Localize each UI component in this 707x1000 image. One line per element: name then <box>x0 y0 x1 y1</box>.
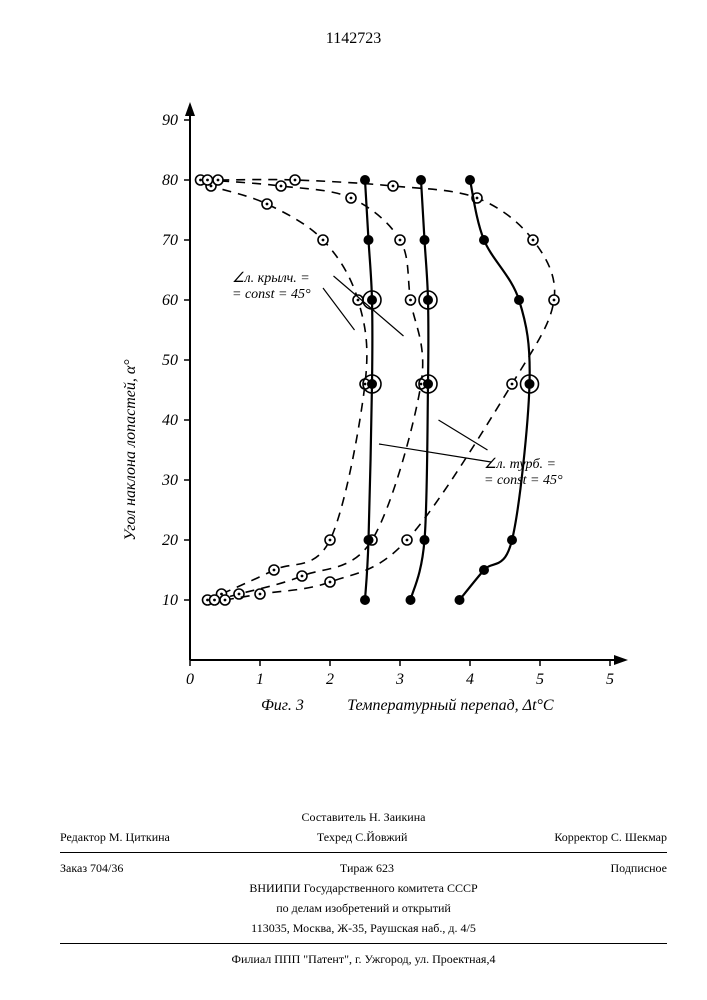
divider <box>60 852 667 853</box>
svg-text:4: 4 <box>466 671 474 688</box>
chart: 10 20 30 40 50 60 70 80 90 0 1 2 3 4 5 5 Угол наклона ло… <box>80 100 640 800</box>
corrector: Корректор С. Шекмар <box>554 828 667 846</box>
page-number: 1142723 <box>0 30 707 48</box>
svg-text:5: 5 <box>536 671 544 688</box>
svg-text:1: 1 <box>256 671 264 688</box>
svg-text:0: 0 <box>186 671 194 688</box>
compiler: Составитель Н. Заикина <box>60 808 667 826</box>
editor: Редактор М. Циткина <box>60 828 170 846</box>
org-line-1: ВНИИПИ Государственного комитета СССР <box>60 879 667 897</box>
svg-text:90: 90 <box>162 112 178 129</box>
svg-text:80: 80 <box>162 172 178 189</box>
tech: Техред С.Йовжий <box>317 828 407 846</box>
svg-text:3: 3 <box>395 671 404 688</box>
svg-text:70: 70 <box>162 232 178 249</box>
subscription: Подписное <box>611 859 668 877</box>
svg-text:50: 50 <box>162 352 178 369</box>
svg-text:= const = 45°: = const = 45° <box>232 287 311 302</box>
addr: 113035, Москва, Ж-35, Раушская наб., д. … <box>60 919 667 937</box>
svg-text:Фиг. 3: Фиг. 3 <box>261 697 304 714</box>
footer: Составитель Н. Заикина Редактор М. Цитки… <box>60 806 667 970</box>
svg-text:10: 10 <box>162 592 178 609</box>
svg-text:60: 60 <box>162 292 178 309</box>
svg-text:= const = 45°: = const = 45° <box>484 473 563 488</box>
svg-text:Угол наклона лопастей, α°: Угол наклона лопастей, α° <box>122 359 139 541</box>
branch: Филиал ППП "Патент", г. Ужгород, ул. Про… <box>60 950 667 968</box>
svg-text:Температурный перепад, Δt°C: Температурный перепад, Δt°C <box>347 697 554 714</box>
org-line-2: по делам изобретений и открытий <box>60 899 667 917</box>
order: Заказ 704/36 <box>60 859 123 877</box>
svg-text:∠л. крылч. =: ∠л. крылч. = <box>232 271 310 286</box>
svg-text:∠л. турб. =: ∠л. турб. = <box>484 457 556 472</box>
svg-text:2: 2 <box>326 671 334 688</box>
svg-text:30: 30 <box>161 472 178 489</box>
tirazh: Тираж 623 <box>340 859 394 877</box>
svg-text:20: 20 <box>162 532 178 549</box>
svg-text:40: 40 <box>162 412 178 429</box>
svg-text:5: 5 <box>606 671 614 688</box>
divider <box>60 943 667 944</box>
